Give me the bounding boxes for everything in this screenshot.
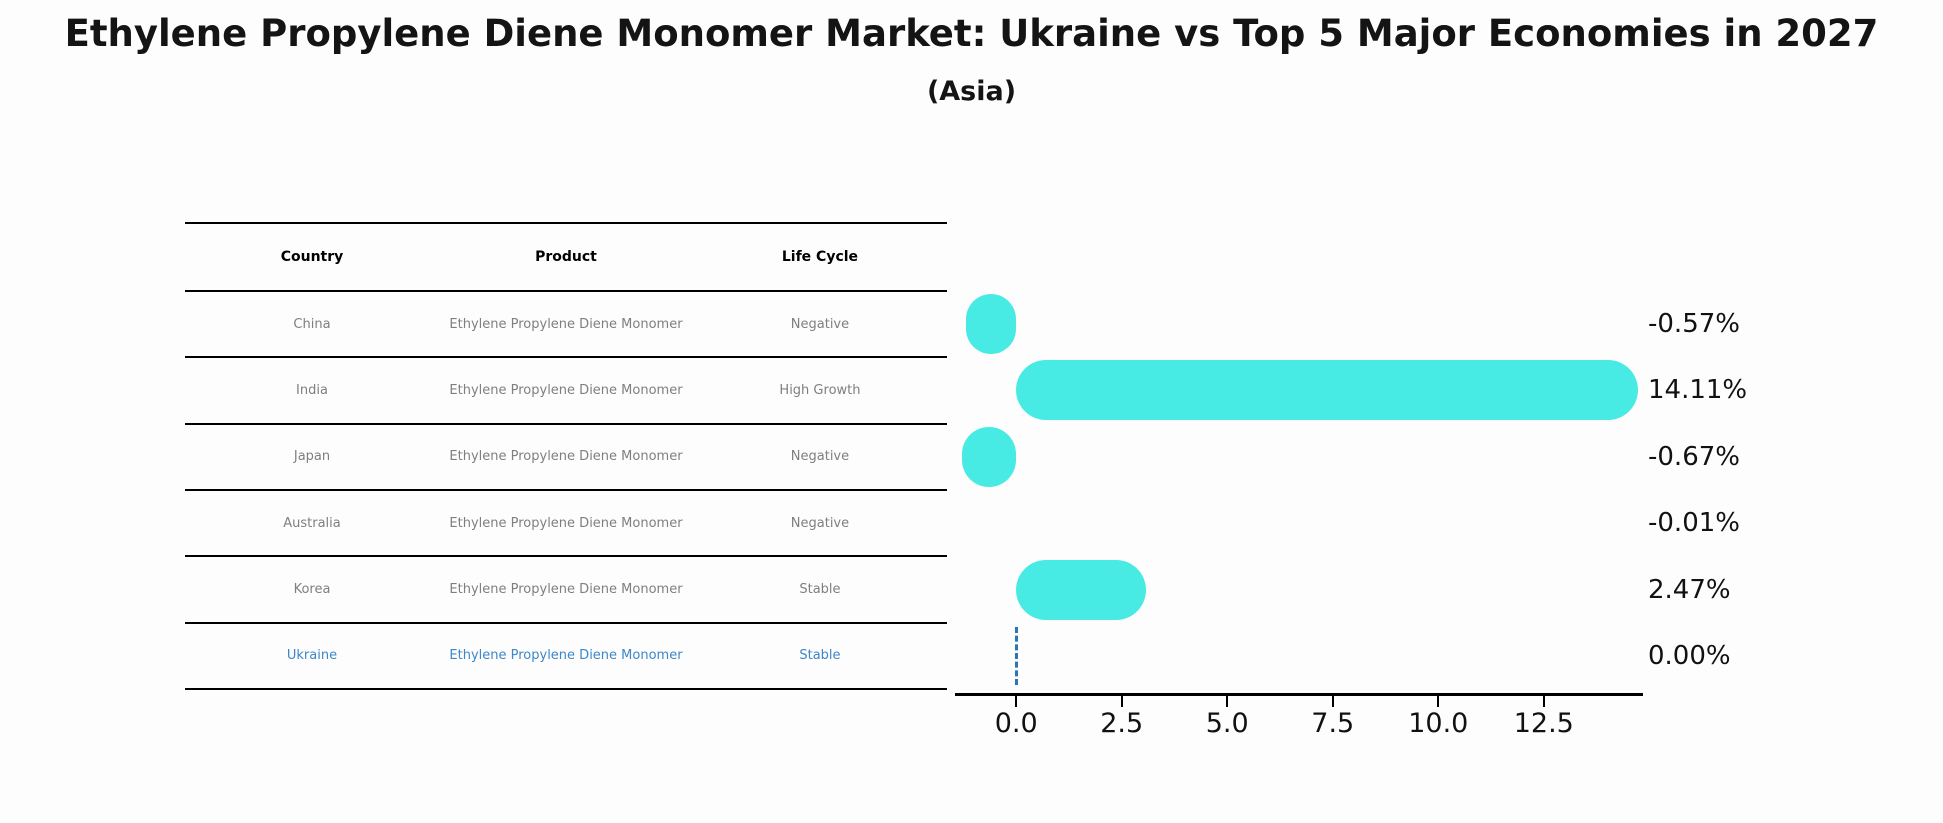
cell-country: Australia xyxy=(283,515,341,531)
cell-life-cycle: Stable xyxy=(799,581,841,597)
x-tick-label: 5.0 xyxy=(1205,708,1249,739)
column-header-life-cycle: Life Cycle xyxy=(781,249,859,265)
cell-product: Ethylene Propylene Diene Monomer xyxy=(449,382,683,398)
x-tick xyxy=(1437,696,1440,707)
value-label-japan: -0.67% xyxy=(1648,441,1740,472)
table-row-china: China Ethylene Propylene Diene Monomer N… xyxy=(185,292,947,359)
bar-india xyxy=(1016,360,1638,421)
value-label-ukraine: 0.00% xyxy=(1648,641,1731,671)
value-label-india: 14.11% xyxy=(1648,375,1748,406)
zero-dashed-marker-ukraine xyxy=(1015,627,1019,685)
x-axis-line xyxy=(955,693,1643,696)
x-tick xyxy=(1015,696,1018,707)
table-header-row: Country Product Life Cycle xyxy=(185,224,947,292)
column-header-product: Product xyxy=(535,249,597,265)
x-tick-label: 10.0 xyxy=(1408,708,1469,739)
table-row-australia: Australia Ethylene Propylene Diene Monom… xyxy=(185,491,947,558)
x-tick-label: 7.5 xyxy=(1311,708,1355,739)
cell-product: Ethylene Propylene Diene Monomer xyxy=(449,648,683,664)
table-row-japan: Japan Ethylene Propylene Diene Monomer N… xyxy=(185,425,947,491)
cell-country: Korea xyxy=(293,581,331,597)
table-row-korea: Korea Ethylene Propylene Diene Monomer S… xyxy=(185,557,947,624)
cell-life-cycle: Negative xyxy=(790,449,850,465)
cell-country: Ukraine xyxy=(286,648,338,664)
x-tick xyxy=(1331,696,1334,707)
cell-product: Ethylene Propylene Diene Monomer xyxy=(449,581,683,597)
x-tick-label: 0.0 xyxy=(994,708,1038,739)
cell-life-cycle: Stable xyxy=(799,648,841,664)
x-tick xyxy=(1542,696,1545,707)
cell-product: Ethylene Propylene Diene Monomer xyxy=(449,449,683,465)
x-tick xyxy=(1120,696,1123,707)
value-label-korea: 2.47% xyxy=(1648,574,1731,605)
table-row-ukraine: Ukraine Ethylene Propylene Diene Monomer… xyxy=(185,624,947,690)
cell-life-cycle: Negative xyxy=(790,515,850,531)
cell-life-cycle: Negative xyxy=(790,316,850,332)
page-title: Ethylene Propylene Diene Monomer Market:… xyxy=(64,12,1879,55)
x-tick-label: 12.5 xyxy=(1513,708,1574,739)
column-header-country: Country xyxy=(280,249,344,265)
bar-china xyxy=(966,294,1017,354)
cell-product: Ethylene Propylene Diene Monomer xyxy=(449,515,683,531)
cell-country: China xyxy=(293,316,331,332)
x-tick xyxy=(1226,696,1229,707)
x-tick-label: 2.5 xyxy=(1100,708,1144,739)
bar-korea xyxy=(1016,559,1147,620)
cell-life-cycle: High Growth xyxy=(779,382,861,398)
country-table: Country Product Life Cycle China Ethylen… xyxy=(185,222,947,690)
page-subtitle: (Asia) xyxy=(926,76,1017,107)
value-label-australia: -0.01% xyxy=(1648,508,1740,539)
bar-japan xyxy=(961,426,1017,487)
table-row-india: India Ethylene Propylene Diene Monomer H… xyxy=(185,358,947,425)
value-label-china: -0.57% xyxy=(1648,309,1740,339)
cell-country: Japan xyxy=(293,449,331,465)
cell-country: India xyxy=(296,382,328,398)
cell-product: Ethylene Propylene Diene Monomer xyxy=(449,316,683,332)
